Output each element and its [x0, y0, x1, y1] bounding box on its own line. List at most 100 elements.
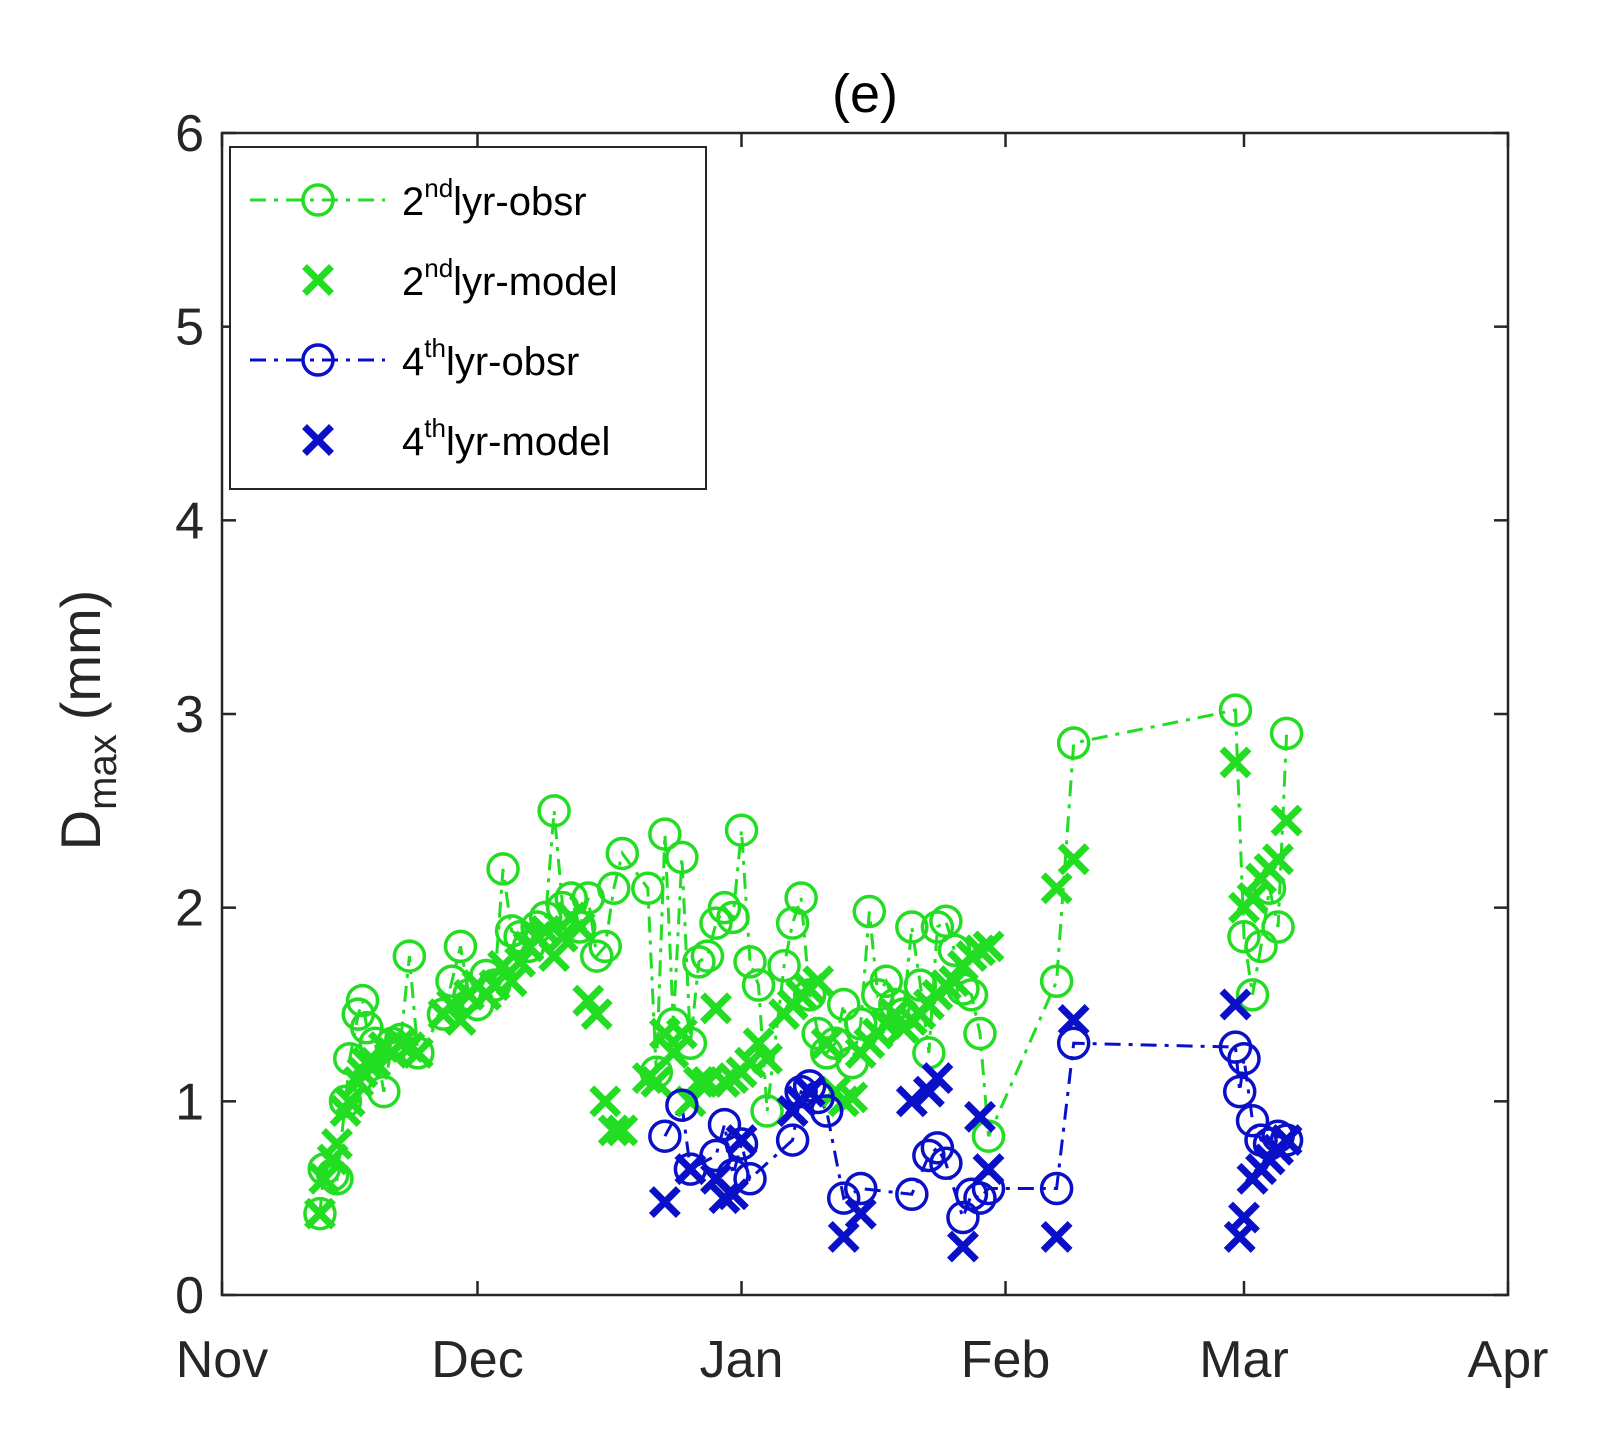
point-2nd-lyr-model-5 — [333, 1085, 366, 1118]
point-2nd-lyr-obsr-7 — [345, 983, 380, 1018]
point-4th-lyr-obsr-4 — [707, 1107, 742, 1142]
y-axis-label: Dmax (mm) — [49, 590, 125, 851]
point-4th-lyr-obsr-0 — [648, 1119, 682, 1153]
point-2nd-lyr-model-23 — [495, 965, 528, 998]
point-2nd-lyr-obsr-36 — [605, 836, 640, 871]
point-2nd-lyr-obsr-67 — [895, 910, 929, 944]
point-2nd-lyr-model-85 — [1270, 804, 1303, 837]
point-2nd-lyr-obsr-39 — [648, 817, 682, 851]
point-4th-lyr-model-21 — [1228, 1201, 1260, 1234]
chart-title: (e) — [832, 64, 898, 124]
svg-text:Dmax(mm): Dmax (mm) — [49, 590, 125, 851]
point-4th-lyr-obsr-28 — [1235, 1103, 1270, 1138]
point-2nd-lyr-model-45 — [700, 992, 732, 1025]
point-2nd-lyr-model-3 — [321, 1127, 353, 1160]
point-2nd-lyr-model-29 — [546, 920, 579, 953]
point-2nd-lyr-model-28 — [538, 940, 571, 973]
y-tick-label-3: 3 — [175, 686, 204, 744]
y-tick-label-0: 0 — [175, 1267, 204, 1325]
point-4th-lyr-model-19 — [1219, 988, 1252, 1021]
point-2nd-lyr-model-34 — [589, 1085, 622, 1118]
point-4th-lyr-model-1 — [674, 1153, 707, 1186]
point-2nd-lyr-obsr-59 — [826, 987, 861, 1022]
y-tick-label-5: 5 — [175, 299, 204, 357]
point-4th-lyr-obsr-27 — [1227, 1041, 1261, 1076]
legend-marker-4th-lyr-obsr — [301, 343, 335, 377]
point-2nd-lyr-model-57 — [810, 1027, 843, 1060]
series-markers — [303, 693, 1304, 1263]
point-2nd-lyr-obsr-78 — [1056, 726, 1091, 760]
point-4th-lyr-model-16 — [972, 1153, 1005, 1186]
x-tick-label-jan: Jan — [700, 1331, 784, 1389]
point-4th-lyr-model-15 — [964, 1100, 996, 1133]
point-4th-lyr-model-18 — [1057, 1004, 1090, 1036]
point-2nd-lyr-obsr-84 — [1261, 910, 1295, 944]
point-2nd-lyr-model-76 — [972, 930, 1005, 963]
point-2nd-lyr-model-78 — [1057, 843, 1090, 876]
point-4th-lyr-obsr-16 — [912, 1138, 946, 1173]
point-4th-lyr-obsr-21 — [963, 1181, 997, 1215]
point-2nd-lyr-obsr-48 — [724, 813, 759, 847]
point-4th-lyr-obsr-13 — [826, 1181, 861, 1215]
y-tick-label-1: 1 — [175, 1073, 204, 1131]
point-2nd-lyr-model-81 — [1236, 882, 1269, 914]
point-4th-lyr-model-13 — [921, 1062, 954, 1095]
point-2nd-lyr-model-24 — [504, 945, 537, 978]
point-4th-lyr-model-11 — [895, 1085, 928, 1118]
point-2nd-lyr-model-31 — [563, 911, 596, 943]
point-2nd-lyr-obsr-43 — [682, 945, 716, 979]
point-2nd-lyr-obsr-33 — [579, 939, 614, 973]
point-4th-lyr-obsr-6 — [724, 1127, 759, 1161]
point-4th-lyr-obsr-8 — [775, 1123, 810, 1157]
x-tick-label-mar: Mar — [1199, 1331, 1289, 1389]
y-axis-label-sub: max — [81, 734, 125, 810]
point-4th-lyr-obsr-19 — [946, 1200, 980, 1235]
point-4th-lyr-obsr-17 — [920, 1131, 955, 1165]
point-2nd-lyr-model-38 — [640, 1066, 673, 1098]
point-2nd-lyr-model-14 — [401, 1036, 434, 1069]
point-4th-lyr-model-8 — [793, 1075, 826, 1108]
y-tick-label-2: 2 — [175, 880, 204, 938]
legend: 2ndlyr-obsr 2ndlyr-model 4thlyr-obsr 4thlyr… — [229, 146, 707, 490]
point-2nd-lyr-obsr-13 — [392, 939, 427, 973]
legend-marker-2nd-lyr-model — [302, 264, 334, 296]
point-2nd-lyr-obsr-35 — [597, 871, 631, 906]
point-2nd-lyr-obsr-80 — [1227, 919, 1261, 954]
point-2nd-lyr-obsr-77 — [1039, 964, 1074, 999]
point-2nd-lyr-obsr-85 — [1269, 716, 1304, 751]
point-2nd-lyr-obsr-64 — [869, 964, 904, 999]
y-axis-label-units: (mm) — [49, 590, 112, 721]
axis-tick-labels: 0 1 2 3 4 5 6 Nov Dec Jan Feb Mar Apr — [175, 105, 1548, 1389]
legend-label-2nd-lyr-obsr: 2ndlyr-obsr — [402, 173, 587, 224]
point-4th-lyr-model-17 — [1040, 1220, 1073, 1253]
point-2nd-lyr-model-51 — [751, 1042, 784, 1075]
x-tick-label-nov: Nov — [176, 1331, 268, 1389]
point-4th-lyr-obsr-18 — [929, 1146, 963, 1181]
point-2nd-lyr-model-50 — [742, 1027, 775, 1060]
point-2nd-lyr-obsr-47 — [716, 900, 750, 935]
legend-label-2nd-lyr-model: 2ndlyr-model — [402, 253, 618, 304]
point-2nd-lyr-obsr-34 — [588, 929, 622, 964]
point-2nd-lyr-model-16 — [435, 988, 468, 1021]
point-2nd-lyr-model-33 — [580, 998, 613, 1031]
point-4th-lyr-model-26 — [1270, 1124, 1303, 1157]
point-2nd-lyr-model-56 — [802, 965, 835, 998]
point-4th-lyr-obsr-24 — [1056, 1026, 1091, 1060]
point-4th-lyr-model-14 — [946, 1230, 979, 1263]
point-4th-lyr-model-10 — [844, 1197, 877, 1230]
point-2nd-lyr-obsr-70 — [920, 910, 955, 944]
y-tick-label-6: 6 — [175, 105, 204, 163]
point-4th-lyr-model-5 — [725, 1124, 758, 1157]
point-2nd-lyr-model-84 — [1262, 843, 1294, 876]
point-4th-lyr-model-4 — [717, 1178, 749, 1211]
point-2nd-lyr-obsr-50 — [741, 968, 776, 1002]
point-2nd-lyr-model-17 — [444, 1004, 477, 1036]
point-4th-lyr-obsr-26 — [1222, 1074, 1257, 1109]
point-2nd-lyr-model-60 — [836, 1081, 869, 1114]
point-2nd-lyr-model-1 — [308, 1162, 341, 1195]
x-tick-label-apr: Apr — [1468, 1331, 1549, 1389]
point-2nd-lyr-model-36 — [606, 1114, 639, 1147]
point-2nd-lyr-obsr-62 — [852, 894, 887, 929]
point-2nd-lyr-obsr-79 — [1218, 693, 1253, 727]
